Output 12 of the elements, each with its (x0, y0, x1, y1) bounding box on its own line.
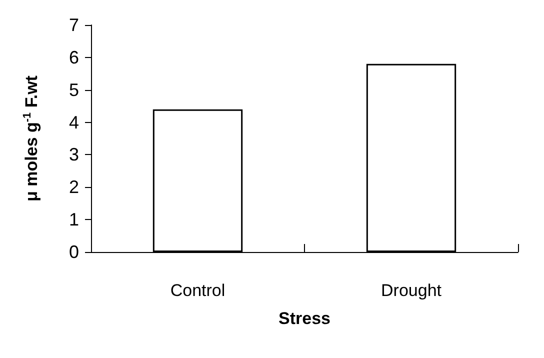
y-tick-label: 2 (68, 177, 79, 198)
x-tick-label: Drought (381, 281, 442, 300)
y-tick-label: 3 (68, 144, 79, 165)
y-tick-label: 6 (68, 47, 79, 68)
y-tick-label: 5 (68, 80, 79, 100)
y-tick-label: 0 (68, 242, 79, 262)
y-tick-label: 1 (68, 210, 79, 230)
x-axis-title: Stress (278, 309, 330, 328)
y-tick-label: 4 (68, 112, 79, 132)
y-axis-title: μ moles g-1 F.wt (22, 75, 41, 202)
x-tick-label: Control (170, 281, 226, 300)
y-tick-label: 7 (68, 15, 79, 35)
